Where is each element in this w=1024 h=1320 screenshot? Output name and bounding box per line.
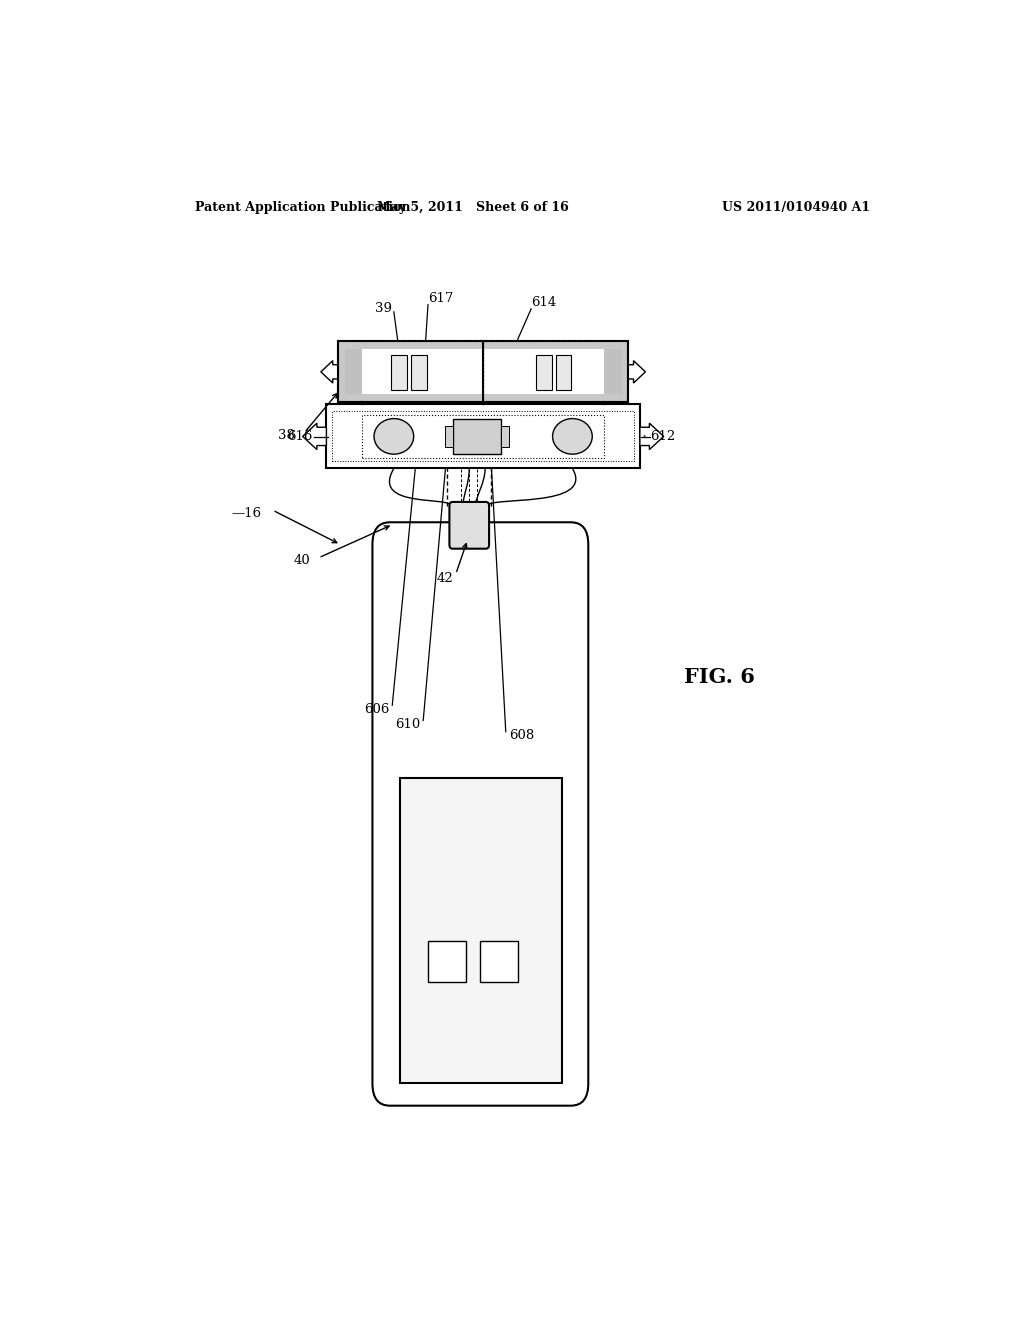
Text: US 2011/0104940 A1: US 2011/0104940 A1	[722, 201, 870, 214]
Ellipse shape	[553, 418, 592, 454]
Text: 610: 610	[395, 718, 420, 731]
Bar	[604, 350, 622, 395]
FancyBboxPatch shape	[450, 502, 489, 549]
Bar	[338, 342, 628, 403]
Text: 614: 614	[531, 296, 556, 309]
Text: 39: 39	[375, 302, 392, 315]
FancyBboxPatch shape	[373, 523, 588, 1106]
Bar	[400, 779, 562, 1084]
Bar	[345, 350, 622, 395]
Bar	[338, 342, 628, 403]
Bar	[480, 941, 518, 982]
Text: 606: 606	[365, 702, 390, 715]
Bar	[536, 355, 552, 391]
Bar	[445, 426, 454, 446]
Bar	[428, 941, 466, 982]
FancyArrow shape	[303, 424, 327, 450]
Text: 617: 617	[428, 292, 454, 305]
Text: FIG. 6: FIG. 6	[684, 667, 755, 686]
Bar	[501, 426, 509, 446]
Bar	[454, 418, 501, 454]
Text: 40: 40	[294, 554, 310, 568]
Text: 608: 608	[509, 729, 535, 742]
Text: 38: 38	[278, 429, 295, 442]
Bar	[362, 414, 604, 458]
FancyArrow shape	[640, 424, 664, 450]
Bar	[391, 355, 407, 391]
Text: May 5, 2011   Sheet 6 of 16: May 5, 2011 Sheet 6 of 16	[377, 201, 569, 214]
Text: Patent Application Publication: Patent Application Publication	[196, 201, 411, 214]
Bar	[411, 355, 427, 391]
FancyArrow shape	[321, 360, 338, 383]
Bar	[556, 355, 571, 391]
Ellipse shape	[374, 418, 414, 454]
FancyArrow shape	[628, 360, 645, 383]
Text: 612: 612	[650, 430, 676, 444]
Bar	[338, 342, 628, 403]
Text: 42: 42	[436, 572, 454, 585]
Text: —16: —16	[231, 507, 261, 520]
Text: 616: 616	[287, 430, 312, 444]
Bar	[327, 404, 640, 469]
Bar	[332, 412, 634, 461]
Bar	[345, 350, 362, 395]
